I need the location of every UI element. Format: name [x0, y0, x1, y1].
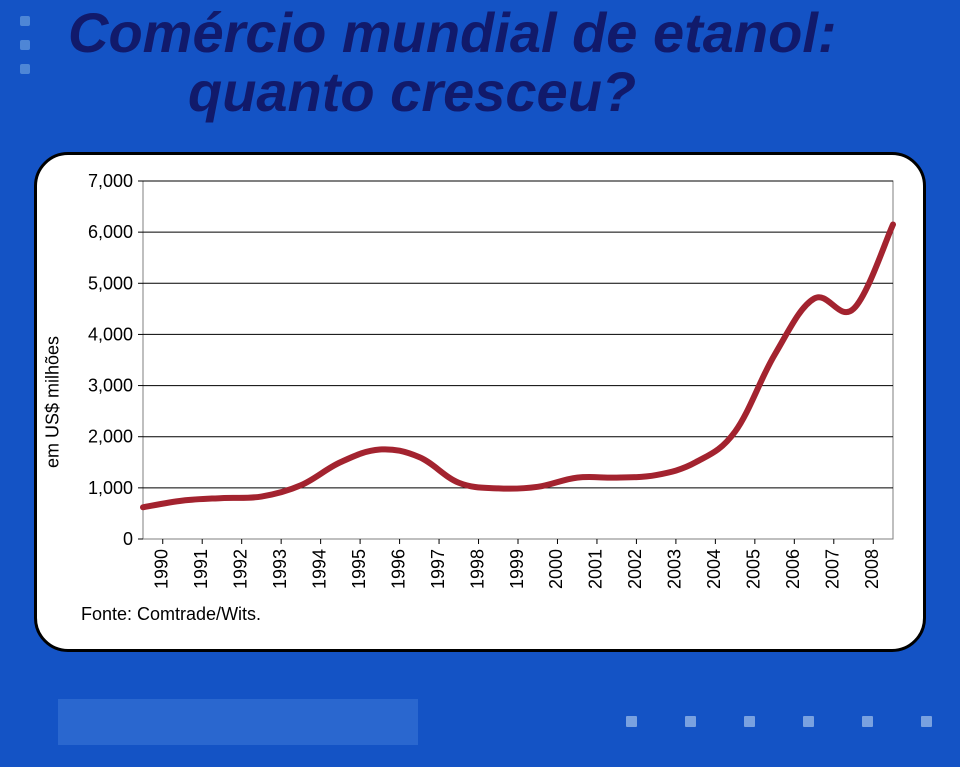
bullet-dot-icon [803, 716, 814, 727]
svg-text:2008: 2008 [862, 549, 882, 589]
svg-text:1993: 1993 [270, 549, 290, 589]
corner-bullets [20, 2, 30, 88]
svg-text:2002: 2002 [625, 549, 645, 589]
title-line-2: quanto cresceu? [188, 63, 938, 122]
chart-container: em US$ milhões 0 1,000 2,000 3,000 4,000 5,00… [34, 152, 926, 652]
bullet-dot-icon [20, 64, 30, 74]
svg-text:6,000: 6,000 [88, 222, 133, 242]
bullet-dot-icon [744, 716, 755, 727]
bullet-dot-icon [921, 716, 932, 727]
bullet-dot-icon [20, 40, 30, 50]
svg-text:2006: 2006 [783, 549, 803, 589]
svg-text:2005: 2005 [744, 549, 764, 589]
svg-text:2007: 2007 [823, 549, 843, 589]
svg-text:2,000: 2,000 [88, 427, 133, 447]
bullet-dot-icon [862, 716, 873, 727]
line-chart: 0 1,000 2,000 3,000 4,000 5,000 6,000 7,000 1990… [59, 173, 905, 603]
slide-title: Comércio mundial de etanol: quanto cresc… [68, 4, 938, 122]
bullet-dot-icon [626, 716, 637, 727]
svg-text:4,000: 4,000 [88, 324, 133, 344]
footer-bar [58, 699, 418, 745]
svg-text:2004: 2004 [704, 549, 724, 589]
title-line-1: Comércio mundial de etanol: [68, 4, 938, 63]
bullet-dot-icon [20, 16, 30, 26]
slide: Comércio mundial de etanol: quanto cresc… [0, 0, 960, 767]
svg-text:1992: 1992 [230, 549, 250, 589]
svg-text:2000: 2000 [546, 549, 566, 589]
chart-source-label: Fonte: Comtrade/Wits. [81, 604, 261, 625]
svg-text:1996: 1996 [388, 549, 408, 589]
svg-text:1991: 1991 [191, 549, 211, 589]
svg-text:1998: 1998 [467, 549, 487, 589]
footer-bullets [626, 716, 932, 727]
svg-text:1995: 1995 [349, 549, 369, 589]
svg-text:1994: 1994 [309, 549, 329, 589]
chart-inner: em US$ milhões 01,0002,0003,0004,0005,00… [59, 173, 901, 631]
svg-text:1997: 1997 [428, 549, 448, 589]
svg-text:7,000: 7,000 [88, 173, 133, 191]
svg-text:2003: 2003 [665, 549, 685, 589]
bullet-dot-icon [685, 716, 696, 727]
svg-text:2001: 2001 [586, 549, 606, 589]
svg-text:5,000: 5,000 [88, 273, 133, 293]
svg-text:1990: 1990 [151, 549, 171, 589]
y-axis-label: em US$ milhões [43, 336, 64, 468]
svg-text:1999: 1999 [507, 549, 527, 589]
svg-text:0: 0 [123, 529, 133, 549]
svg-text:3,000: 3,000 [88, 376, 133, 396]
svg-text:1,000: 1,000 [88, 478, 133, 498]
